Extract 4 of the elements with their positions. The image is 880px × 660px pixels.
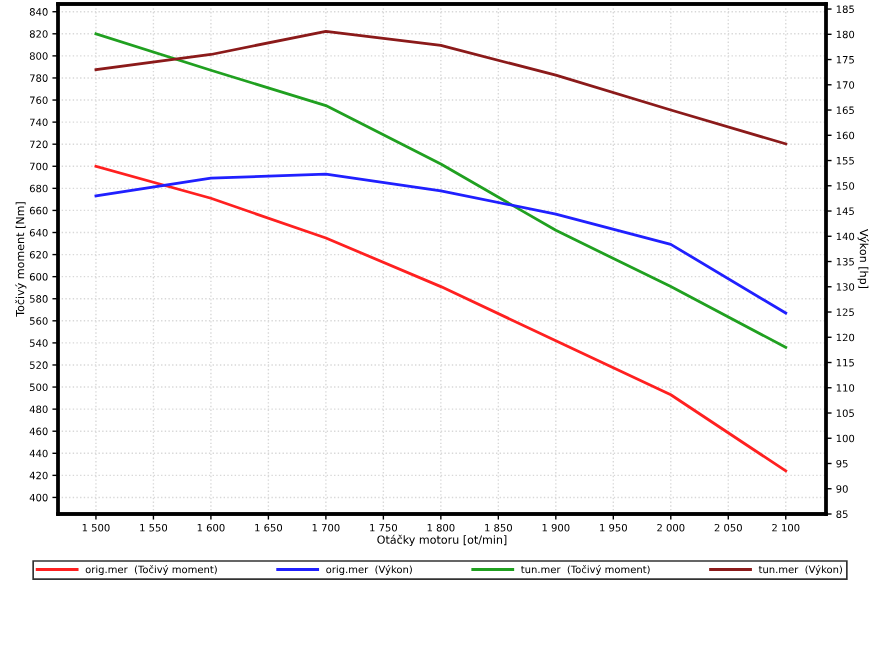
line-series (94, 32, 788, 349)
line-series (94, 29, 788, 146)
line-series (94, 172, 788, 315)
line-series (94, 164, 788, 473)
